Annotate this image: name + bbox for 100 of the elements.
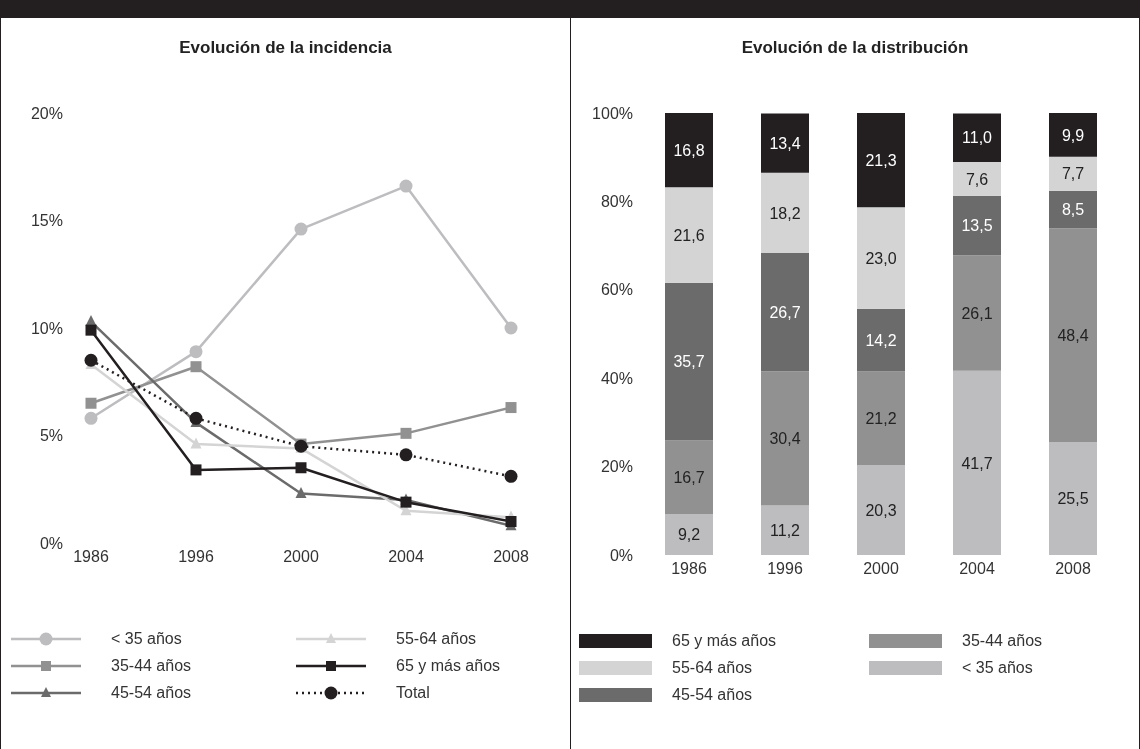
y-tick-label: 10% (30, 319, 63, 337)
point (190, 361, 202, 373)
x-tick-label: 2004 (388, 548, 424, 566)
x-tick-label: 2008 (1055, 560, 1091, 578)
x-tick-label: 2000 (283, 548, 319, 566)
bar (665, 187, 713, 283)
data-label: 41,7 (961, 454, 993, 472)
bar (857, 465, 905, 555)
point (85, 397, 97, 409)
bar (665, 440, 713, 515)
point (295, 486, 307, 498)
data-label: 23,0 (865, 249, 897, 267)
point (399, 448, 413, 462)
x-tick-label: 2008 (493, 548, 529, 566)
data-label: 30,4 (769, 429, 801, 447)
point (504, 469, 518, 483)
y-tick-label: 100% (592, 104, 633, 122)
y-tick-label: 40% (600, 369, 633, 387)
bar (761, 371, 809, 506)
data-label: 16,8 (673, 141, 705, 159)
bar (665, 514, 713, 555)
bar (761, 172, 809, 254)
y-tick-label: 0% (39, 534, 63, 552)
data-label: 11,2 (770, 521, 801, 539)
data-label: 26,7 (769, 303, 801, 321)
bar (665, 113, 713, 188)
data-label: 13,5 (961, 217, 993, 235)
y-tick-label: 20% (600, 458, 633, 476)
point (85, 324, 97, 336)
data-label: 9,9 (1061, 126, 1085, 144)
data-label: 21,2 (865, 410, 897, 428)
y-tick-label: 5% (39, 427, 63, 445)
bar (1049, 156, 1097, 191)
legend-label: 35-44 años (962, 631, 1043, 650)
data-label: 13,4 (769, 134, 801, 152)
data-label: 25,5 (1057, 490, 1089, 508)
point (399, 179, 413, 193)
bar (857, 308, 905, 372)
y-tick-label: 15% (30, 212, 63, 230)
x-tick-label: 1986 (73, 548, 109, 566)
bar (857, 207, 905, 309)
legend-label: Total (396, 683, 430, 702)
point (190, 437, 202, 449)
data-label: 21,6 (673, 226, 705, 244)
bar (1049, 113, 1097, 157)
point (505, 402, 517, 414)
point (84, 411, 98, 425)
bar (665, 282, 713, 441)
point (504, 321, 518, 335)
bar (761, 505, 809, 555)
data-label: 35,7 (673, 353, 705, 371)
x-tick-label: 1996 (178, 548, 214, 566)
point (189, 411, 203, 425)
data-label: 14,2 (865, 331, 897, 349)
bar (761, 113, 809, 173)
data-label: 26,1 (961, 304, 993, 322)
chart-title: Evolución de la distribución (740, 38, 970, 58)
point (190, 464, 202, 476)
bar (761, 253, 809, 372)
bar (953, 195, 1001, 256)
bar (857, 113, 905, 208)
bar (953, 255, 1001, 371)
y-tick-label: 0% (609, 546, 633, 564)
data-label: 7,7 (1061, 165, 1085, 183)
point (189, 345, 203, 359)
legend-label: 45-54 años (111, 683, 192, 702)
legend-label: 65 y más años (672, 631, 777, 650)
data-label: 11,0 (962, 129, 993, 147)
x-tick-label: 1986 (671, 560, 707, 578)
bar (953, 162, 1001, 196)
legend-label: 55-64 años (396, 629, 477, 648)
x-tick-label: 2000 (863, 560, 899, 578)
data-label: 20,3 (865, 501, 897, 519)
chart-title: Evolución de la incidencia (178, 38, 393, 58)
legend-label: < 35 años (111, 629, 182, 648)
data-label: 7,6 (965, 170, 989, 188)
point (400, 427, 412, 439)
legend-label: 55-64 años (672, 658, 753, 677)
point (505, 516, 517, 527)
data-label: 9,2 (677, 526, 701, 544)
point (294, 222, 308, 236)
legend-label: < 35 años (962, 658, 1033, 677)
data-label: 16,7 (673, 469, 705, 487)
legend-label: 45-54 años (672, 685, 753, 704)
data-label: 21,3 (865, 151, 897, 169)
data-label: 18,2 (769, 204, 801, 222)
x-tick-label: 1996 (767, 560, 803, 578)
bar (953, 113, 1001, 163)
bar (857, 371, 905, 466)
bar (1049, 442, 1097, 555)
legend-label: 65 y más años (396, 656, 501, 675)
data-label: 48,4 (1057, 327, 1089, 345)
bar (1049, 228, 1097, 443)
bar (1049, 190, 1097, 229)
y-tick-label: 20% (30, 104, 63, 122)
x-tick-label: 2004 (959, 560, 995, 578)
y-tick-label: 60% (600, 281, 633, 299)
point (84, 353, 98, 367)
data-label: 8,5 (1061, 201, 1085, 219)
bar (953, 370, 1001, 555)
